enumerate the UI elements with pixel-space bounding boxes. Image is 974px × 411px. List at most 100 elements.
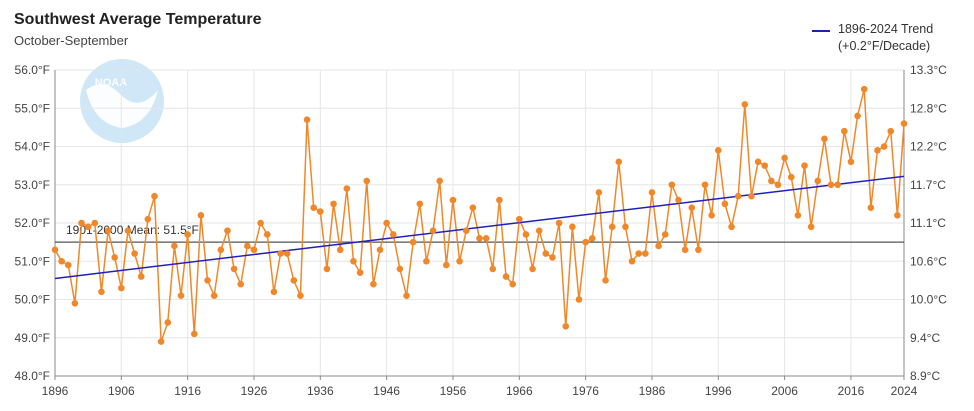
data-point xyxy=(403,292,410,299)
data-point xyxy=(721,200,729,208)
data-point xyxy=(648,189,656,196)
data-point xyxy=(363,177,371,185)
data-point xyxy=(661,231,669,238)
data-point xyxy=(449,196,457,204)
data-point xyxy=(522,231,530,238)
y-tick-label-right: 10.6°C xyxy=(910,254,947,268)
data-point xyxy=(78,219,85,227)
data-point xyxy=(429,227,437,234)
data-point xyxy=(237,280,245,288)
y-tick-label-right: 11.7°C xyxy=(910,178,946,192)
data-point xyxy=(416,200,424,208)
x-tick-label: 1996 xyxy=(705,384,732,398)
data-point xyxy=(867,204,875,211)
x-tick-label: 1906 xyxy=(108,384,135,398)
data-point xyxy=(396,265,404,273)
data-point xyxy=(389,231,397,238)
y-tick-label-right: 10.0°C xyxy=(910,293,947,307)
data-point xyxy=(701,181,709,189)
data-point xyxy=(582,238,589,246)
data-point xyxy=(336,246,344,254)
y-tick-label-left: 53.0°F xyxy=(15,178,50,192)
data-point xyxy=(529,265,536,273)
data-point xyxy=(761,162,769,169)
data-point xyxy=(781,154,788,162)
data-point xyxy=(675,196,682,204)
data-point xyxy=(854,112,861,120)
data-point xyxy=(728,223,735,231)
x-tick-label: 1986 xyxy=(639,384,666,398)
data-point xyxy=(622,223,629,231)
data-point xyxy=(608,223,616,231)
data-point xyxy=(436,177,444,185)
data-point xyxy=(821,135,828,143)
y-tick-label-left: 56.0°F xyxy=(15,63,50,77)
chart-subtitle: October-September xyxy=(14,33,129,48)
data-point xyxy=(588,235,596,242)
data-point xyxy=(111,254,118,261)
data-point xyxy=(151,192,158,200)
data-point xyxy=(635,250,642,257)
data-point xyxy=(177,292,185,299)
data-point xyxy=(370,280,377,288)
data-point xyxy=(190,330,198,338)
data-point xyxy=(814,177,822,185)
x-tick-label: 1976 xyxy=(572,384,599,398)
series-line xyxy=(54,88,905,343)
data-point xyxy=(297,292,304,299)
data-point xyxy=(270,288,278,296)
data-point xyxy=(535,227,543,234)
y-tick-label-left: 48.0°F xyxy=(15,369,50,383)
data-point xyxy=(157,338,165,345)
data-point xyxy=(124,227,132,234)
data-point xyxy=(542,250,550,257)
data-point xyxy=(496,196,503,204)
mean-label: 1901-2000 Mean: 51.5°F xyxy=(66,223,199,237)
data-point xyxy=(58,257,65,265)
data-point xyxy=(642,250,649,257)
data-point xyxy=(807,223,815,231)
data-point xyxy=(98,288,105,296)
x-tick-label: 1956 xyxy=(440,384,467,398)
legend-trend-label: 1896-2024 Trend xyxy=(838,22,934,36)
data-point xyxy=(91,219,99,227)
data-point xyxy=(476,235,483,242)
data-point xyxy=(894,212,901,219)
data-point xyxy=(509,280,516,288)
data-point xyxy=(549,254,556,261)
data-point xyxy=(628,257,636,265)
data-point xyxy=(164,319,172,326)
data-point xyxy=(462,227,470,234)
data-point xyxy=(841,127,848,135)
y-tick-label-left: 52.0°F xyxy=(15,216,50,230)
data-point xyxy=(290,277,298,284)
data-point xyxy=(768,177,775,185)
data-point xyxy=(283,250,291,257)
y-tick-label-right: 13.3°C xyxy=(910,63,947,77)
data-point xyxy=(502,273,510,280)
data-point xyxy=(224,227,231,234)
data-point xyxy=(834,181,841,189)
data-point xyxy=(754,158,762,166)
data-point xyxy=(350,257,357,265)
data-point xyxy=(383,219,390,227)
data-point xyxy=(874,147,881,154)
data-point xyxy=(695,246,702,254)
x-tick-label: 2006 xyxy=(771,384,798,398)
data-point xyxy=(734,192,742,200)
y-tick-label-right: 12.2°C xyxy=(910,140,947,154)
y-tick-label-left: 51.0°F xyxy=(15,254,50,268)
y-tick-label-left: 50.0°F xyxy=(15,293,50,307)
data-point xyxy=(688,204,696,211)
data-point xyxy=(575,296,583,303)
data-point xyxy=(847,158,855,166)
x-tick-label: 1936 xyxy=(307,384,334,398)
y-tick-label-right: 8.9°C xyxy=(910,369,940,383)
data-point xyxy=(257,219,264,227)
data-point xyxy=(555,219,563,227)
data-point xyxy=(131,250,138,257)
legend-trend-swatch xyxy=(812,30,830,32)
data-point xyxy=(774,181,782,189)
data-point xyxy=(668,181,676,189)
data-point xyxy=(801,162,808,169)
